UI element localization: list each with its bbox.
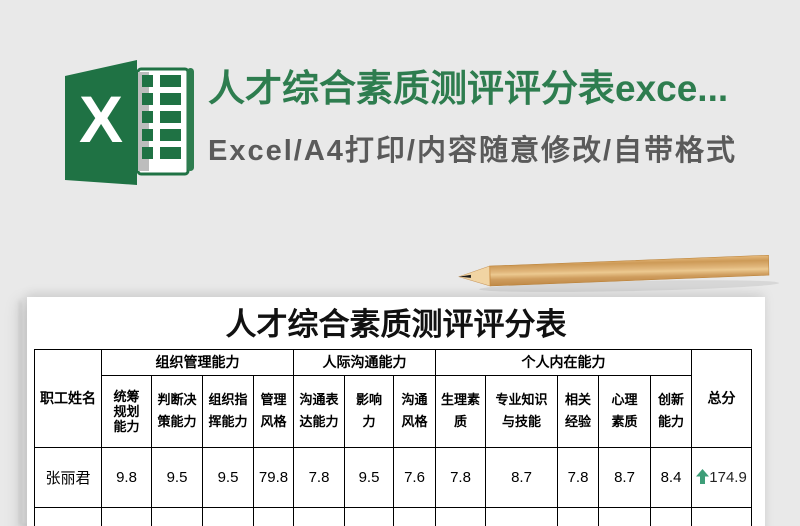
svg-text:X: X	[79, 82, 123, 156]
